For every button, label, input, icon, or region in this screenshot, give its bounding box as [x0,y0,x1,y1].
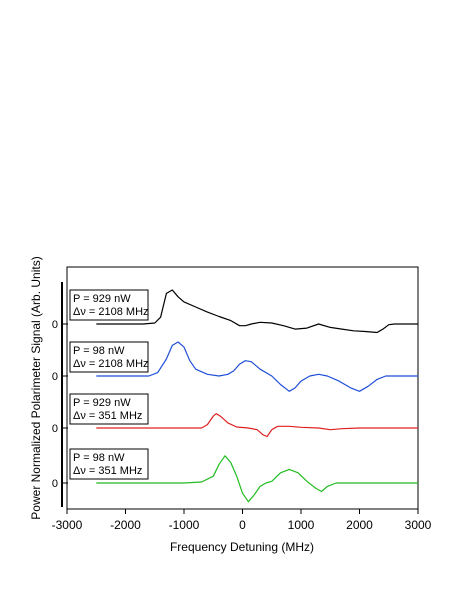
y-axis-label: Power Normalized Polarimeter Signal (Arb… [29,256,43,519]
x-axis-label: Frequency Detuning (MHz) [170,540,314,554]
series-power-label: P = 98 nW [73,345,125,357]
series-detuning-label: Δν = 351 MHz [73,465,142,477]
series-trace [96,341,418,392]
series-power-label: P = 929 nW [73,293,131,305]
x-tick-label: 3000 [405,518,432,532]
series-detuning-label: Δν = 351 MHz [73,410,142,422]
x-tick-label: -3000 [52,518,83,532]
x-tick-label: -2000 [110,518,141,532]
series-annotation-box [69,448,149,480]
series-annotation-box [69,341,149,373]
axis-layer: -3000 -2000 -1000 0 1000 2000 3000 0 0 0 0 [52,282,432,532]
series-detuning-label: Δν = 2108 MHz [73,358,149,370]
baseline-zero-label: 0 [52,319,58,331]
series-trace [96,455,418,503]
x-tick-label: 1000 [288,518,315,532]
baseline-zero-label: 0 [52,478,58,490]
series-annotation-box [69,393,149,425]
x-tick-label: -1000 [169,518,200,532]
series-trace [96,413,418,438]
series-power-label: P = 929 nW [73,397,131,409]
series-trace [96,289,418,334]
x-tick-label: 2000 [346,518,373,532]
series-power-label: P = 98 nW [73,452,125,464]
series-detuning-label: Δν = 2108 MHz [73,306,149,318]
baseline-zero-label: 0 [52,371,58,383]
series-annotation-box [69,289,149,321]
baseline-zero-label: 0 [52,423,58,435]
x-tick-label: 0 [239,518,246,532]
